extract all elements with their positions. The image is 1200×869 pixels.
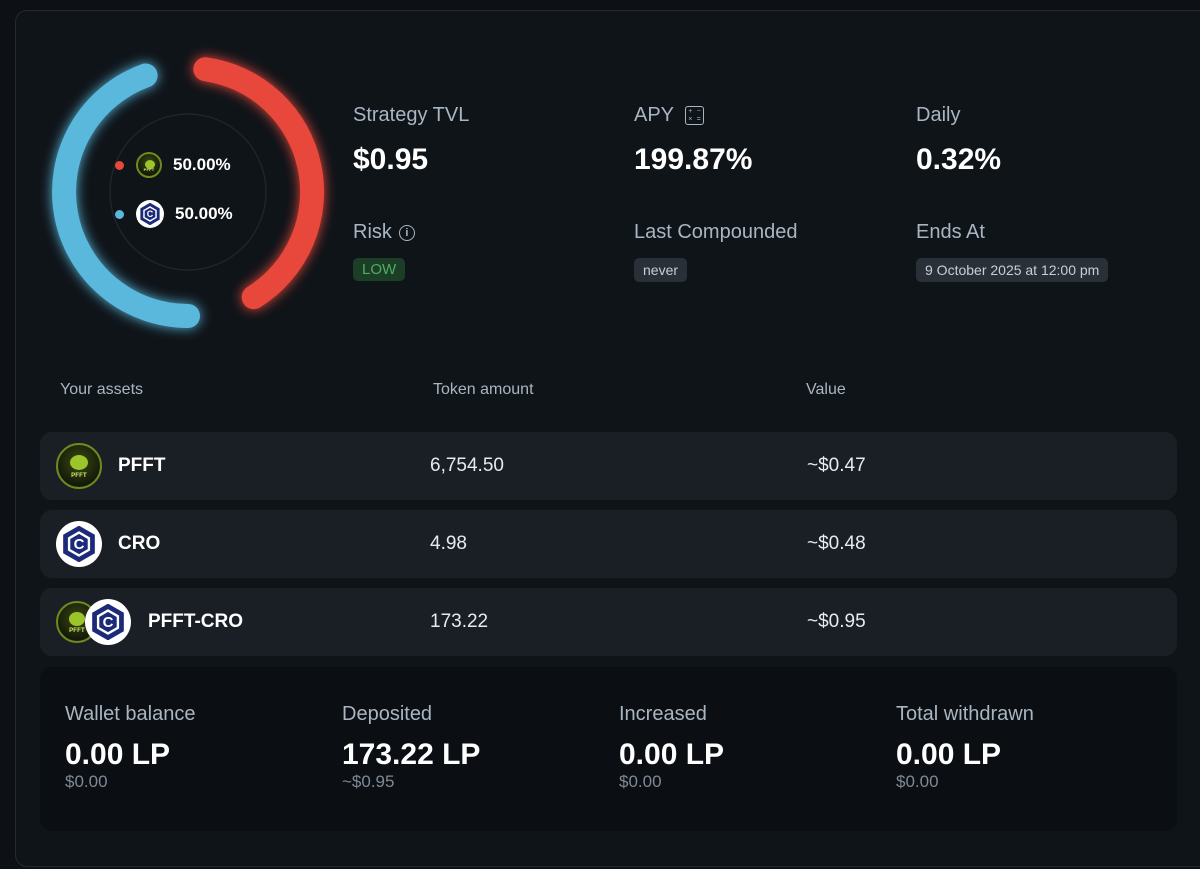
donut-segment-cro — [52, 63, 200, 328]
balance-label: Increased — [619, 703, 707, 725]
balance-label: Wallet balance — [65, 703, 196, 725]
asset-amount: 4.98 — [430, 533, 467, 554]
balance-label: Deposited — [342, 703, 433, 725]
balances-panel: Wallet balance 0.00 LP $0.00 Deposited 1… — [40, 667, 1177, 831]
info-icon[interactable]: i — [398, 224, 415, 241]
asset-row-cro: C CRO 4.98 ~$0.48 — [40, 510, 1177, 578]
ends-at-badge: 9 October 2025 at 12:00 pm — [916, 258, 1109, 282]
column-header-value: Value — [806, 381, 846, 398]
calculator-icon[interactable]: + − × = — [685, 106, 705, 125]
donut-segment-pfft — [193, 57, 325, 310]
stat-strategy-tvl: Strategy TVL $0.95 — [353, 104, 469, 177]
balance-value: 173.22 LP — [342, 738, 481, 771]
legend-item-cro: C 50.00% — [115, 199, 233, 229]
balance-label: Total withdrawn — [896, 703, 1034, 725]
cro-token-icon: C — [85, 599, 131, 645]
balance-increased: Increased 0.00 LP $0.00 — [619, 703, 724, 792]
balance-usd: $0.00 — [65, 772, 108, 791]
stat-daily: Daily 0.32% — [916, 104, 1001, 177]
cro-token-icon: C — [56, 521, 102, 567]
daily-label: Daily — [916, 104, 961, 126]
asset-name: PFFT-CRO — [148, 611, 243, 632]
cro-token-icon: C — [136, 200, 164, 228]
apy-label: APY — [634, 104, 675, 126]
column-header-assets: Your assets — [60, 381, 144, 398]
donut-legend: PFFT 50.00% C 50.00% — [115, 150, 233, 248]
balance-usd: $0.00 — [619, 772, 662, 791]
balance-value: 0.00 LP — [896, 738, 1002, 771]
lp-pair-icons: PFFT C — [56, 599, 132, 645]
legend-percent-pfft: 50.00% — [173, 155, 231, 174]
legend-percent-cro: 50.00% — [175, 204, 233, 223]
asset-amount: 6,754.50 — [430, 455, 504, 476]
risk-label: Risk — [353, 221, 392, 243]
daily-value: 0.32% — [916, 143, 1002, 176]
stat-risk: Risk i LOW — [353, 221, 415, 281]
apy-label-row: APY + − × = — [634, 104, 752, 127]
last-compounded-badge: never — [634, 258, 688, 282]
asset-name: CRO — [118, 533, 161, 554]
asset-value: ~$0.47 — [807, 455, 866, 476]
asset-cell-cro: C CRO — [56, 510, 160, 578]
allocation-donut — [40, 48, 340, 348]
ends-at-label: Ends At — [916, 221, 985, 243]
legend-dot-pfft — [115, 160, 124, 170]
legend-item-pfft: PFFT 50.00% — [115, 150, 233, 180]
balance-usd: $0.00 — [896, 772, 939, 791]
balance-wallet: Wallet balance 0.00 LP $0.00 — [65, 703, 195, 792]
balance-usd: ~$0.95 — [342, 772, 395, 791]
apy-value: 199.87% — [634, 143, 753, 176]
asset-value: ~$0.95 — [807, 611, 866, 632]
asset-row-pfft-cro: PFFT C PFFT-CRO 173.22 ~$0.95 — [40, 588, 1177, 656]
pfft-token-icon: PFFT — [136, 152, 162, 178]
donut-svg — [52, 57, 325, 328]
stat-last-compounded: Last Compounded never — [634, 221, 797, 282]
asset-name: PFFT — [118, 455, 166, 476]
column-header-token-amount: Token amount — [433, 381, 534, 398]
balance-deposited: Deposited 173.22 LP ~$0.95 — [342, 703, 480, 792]
last-compounded-label: Last Compounded — [634, 221, 798, 243]
balance-value: 0.00 LP — [65, 738, 171, 771]
balance-value: 0.00 LP — [619, 738, 725, 771]
asset-row-pfft: PFFT PFFT 6,754.50 ~$0.47 — [40, 432, 1177, 500]
asset-amount: 173.22 — [430, 611, 489, 632]
donut-inner-ring — [109, 113, 267, 271]
asset-cell-pfft-cro: PFFT C PFFT-CRO — [56, 588, 243, 656]
asset-cell-pfft: PFFT PFFT — [56, 432, 166, 500]
strategy-tvl-value: $0.95 — [353, 143, 429, 176]
pfft-token-icon: PFFT — [56, 443, 102, 489]
strategy-tvl-label: Strategy TVL — [353, 104, 470, 126]
balance-total-withdrawn: Total withdrawn 0.00 LP $0.00 — [896, 703, 1034, 792]
asset-value: ~$0.48 — [807, 533, 866, 554]
risk-label-row: Risk i — [353, 221, 415, 244]
stat-ends-at: Ends At 9 October 2025 at 12:00 pm — [916, 221, 1109, 282]
risk-badge: LOW — [353, 258, 406, 281]
stat-apy: APY + − × = 199.87% — [634, 104, 752, 177]
legend-dot-cro — [115, 209, 124, 219]
